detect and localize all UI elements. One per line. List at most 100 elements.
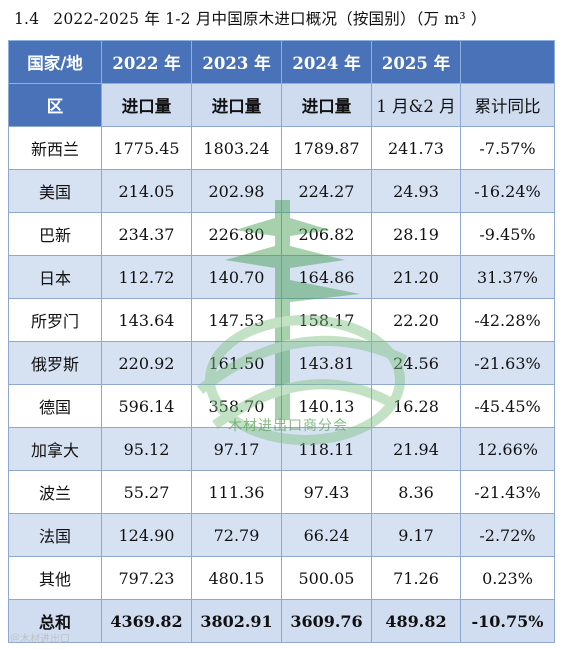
value-cell: 224.27 (281, 169, 372, 213)
header-jan-feb: 1 月&2 月 (371, 83, 461, 127)
total-value: 4369.82 (101, 599, 192, 643)
value-cell: 1803.24 (191, 126, 282, 170)
value-cell: 358.70 (191, 384, 282, 428)
value-cell: -9.45% (460, 212, 555, 256)
value-cell: 140.13 (281, 384, 372, 428)
country-cell: 日本 (8, 255, 102, 299)
table-row: 美国 214.05 202.98 224.27 24.93 -16.24% (8, 169, 555, 213)
table-row: 波兰 55.27 111.36 97.43 8.36 -21.43% (8, 470, 555, 514)
total-value: 3609.76 (281, 599, 372, 643)
credit-watermark: ＠木材进出口 (10, 634, 70, 645)
country-cell: 波兰 (8, 470, 102, 514)
value-cell: 226.80 (191, 212, 282, 256)
section-number: 1.4 (14, 10, 40, 28)
value-cell: 0.23% (460, 556, 555, 600)
header-row-metrics: 区 进口量 进口量 进口量 1 月&2 月 累计同比 (8, 83, 555, 127)
value-cell: 24.56 (371, 341, 461, 385)
table-row: 所罗门 143.64 147.53 158.17 22.20 -42.28% (8, 298, 555, 342)
value-cell: 140.70 (191, 255, 282, 299)
total-value: -10.75% (460, 599, 555, 643)
value-cell: 143.81 (281, 341, 372, 385)
value-cell: 97.17 (191, 427, 282, 471)
value-cell: 71.26 (371, 556, 461, 600)
value-cell: -21.43% (460, 470, 555, 514)
header-year-empty (460, 40, 555, 84)
value-cell: 234.37 (101, 212, 192, 256)
value-cell: 9.17 (371, 513, 461, 557)
header-row-years: 国家/地 2022 年 2023 年 2024 年 2025 年 (8, 40, 555, 84)
table-row: 加拿大 95.12 97.17 118.11 21.94 12.66% (8, 427, 555, 471)
value-cell: 55.27 (101, 470, 192, 514)
value-cell: 206.82 (281, 212, 372, 256)
value-cell: -7.57% (460, 126, 555, 170)
table-row: 其他 797.23 480.15 500.05 71.26 0.23% (8, 556, 555, 600)
value-cell: 158.17 (281, 298, 372, 342)
value-cell: 16.28 (371, 384, 461, 428)
value-cell: -42.28% (460, 298, 555, 342)
header-import-2024: 进口量 (281, 83, 372, 127)
value-cell: 97.43 (281, 470, 372, 514)
country-cell: 加拿大 (8, 427, 102, 471)
table-row: 德国 596.14 358.70 140.13 16.28 -45.45% (8, 384, 555, 428)
value-cell: 118.11 (281, 427, 372, 471)
header-import-2023: 进口量 (191, 83, 282, 127)
header-year-2022: 2022 年 (101, 40, 192, 84)
value-cell: 797.23 (101, 556, 192, 600)
header-year-2023: 2023 年 (191, 40, 282, 84)
value-cell: 95.12 (101, 427, 192, 471)
value-cell: 111.36 (191, 470, 282, 514)
value-cell: 31.37% (460, 255, 555, 299)
table-row: 法国 124.90 72.79 66.24 9.17 -2.72% (8, 513, 555, 557)
value-cell: 147.53 (191, 298, 282, 342)
value-cell: 596.14 (101, 384, 192, 428)
value-cell: 12.66% (460, 427, 555, 471)
table-row: 巴新 234.37 226.80 206.82 28.19 -9.45% (8, 212, 555, 256)
title-text: 2022-2025 年 1-2 月中国原木进口概况（按国别）（万 m³ ） (53, 10, 487, 28)
value-cell: 480.15 (191, 556, 282, 600)
value-cell: 500.05 (281, 556, 372, 600)
value-cell: 21.94 (371, 427, 461, 471)
country-cell: 法国 (8, 513, 102, 557)
country-cell: 德国 (8, 384, 102, 428)
country-cell: 所罗门 (8, 298, 102, 342)
value-cell: 28.19 (371, 212, 461, 256)
log-import-table: 国家/地 2022 年 2023 年 2024 年 2025 年 区 进口量 进… (8, 40, 555, 643)
total-label: 总和 (8, 599, 102, 643)
value-cell: 8.36 (371, 470, 461, 514)
value-cell: 241.73 (371, 126, 461, 170)
header-yoy: 累计同比 (460, 83, 555, 127)
table-row: 日本 112.72 140.70 164.86 21.20 31.37% (8, 255, 555, 299)
value-cell: 112.72 (101, 255, 192, 299)
value-cell: 214.05 (101, 169, 192, 213)
value-cell: 164.86 (281, 255, 372, 299)
value-cell: 124.90 (101, 513, 192, 557)
value-cell: 161.50 (191, 341, 282, 385)
value-cell: 22.20 (371, 298, 461, 342)
value-cell: 24.93 (371, 169, 461, 213)
total-row: 总和 4369.82 3802.91 3609.76 489.82 -10.75% (8, 599, 555, 643)
country-cell: 美国 (8, 169, 102, 213)
country-cell: 新西兰 (8, 126, 102, 170)
value-cell: 72.79 (191, 513, 282, 557)
header-year-2025: 2025 年 (371, 40, 461, 84)
value-cell: 1789.87 (281, 126, 372, 170)
value-cell: 220.92 (101, 341, 192, 385)
header-region: 区 (8, 83, 102, 127)
value-cell: 21.20 (371, 255, 461, 299)
header-import-2022: 进口量 (101, 83, 192, 127)
country-cell: 巴新 (8, 212, 102, 256)
value-cell: 143.64 (101, 298, 192, 342)
value-cell: 1775.45 (101, 126, 192, 170)
total-value: 3802.91 (191, 599, 282, 643)
value-cell: -2.72% (460, 513, 555, 557)
country-cell: 俄罗斯 (8, 341, 102, 385)
header-year-2024: 2024 年 (281, 40, 372, 84)
header-country: 国家/地 (8, 40, 102, 84)
value-cell: 202.98 (191, 169, 282, 213)
value-cell: -16.24% (460, 169, 555, 213)
country-cell: 其他 (8, 556, 102, 600)
value-cell: 66.24 (281, 513, 372, 557)
value-cell: -45.45% (460, 384, 555, 428)
page-title: 1.4 2022-2025 年 1-2 月中国原木进口概况（按国别）（万 m³ ） (14, 6, 554, 32)
table-row: 新西兰 1775.45 1803.24 1789.87 241.73 -7.57% (8, 126, 555, 170)
